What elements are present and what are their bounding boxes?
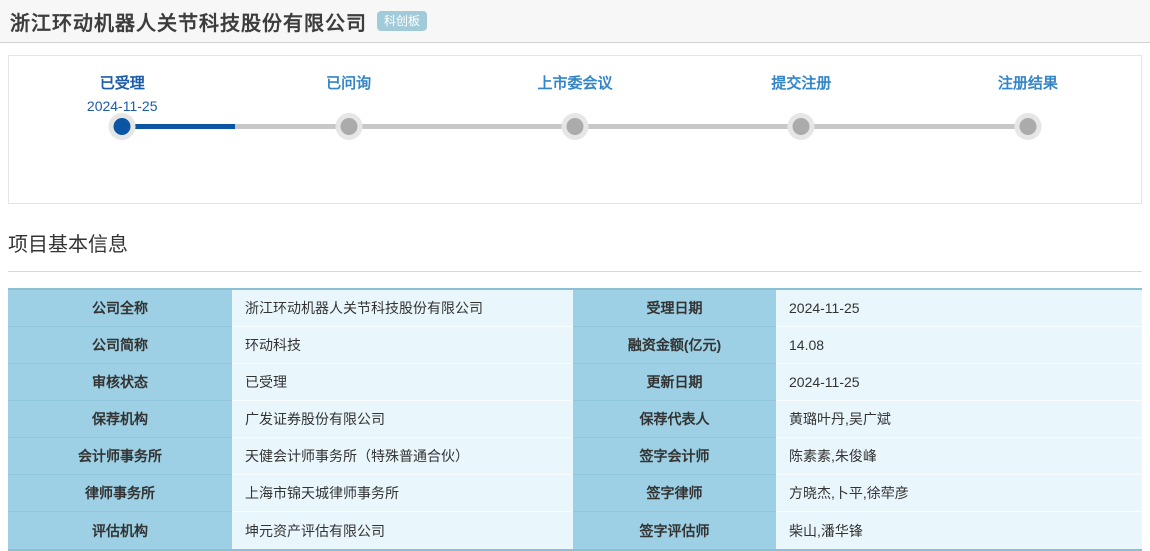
field-label: 融资金额(亿元)	[573, 327, 776, 364]
company-title: 浙江环动机器人关节科技股份有限公司	[10, 12, 367, 35]
info-row: 评估机构 坤元资产评估有限公司 签字评估师 柴山,潘华锋	[8, 512, 1142, 549]
step-listing-committee-label: 上市委会议	[537, 75, 613, 92]
step-dot-listing-committee	[566, 118, 584, 135]
header-band: 浙江环动机器人关节科技股份有限公司 科创板	[0, 0, 1150, 43]
field-label: 评估机构	[8, 512, 232, 549]
field-label: 签字评估师	[573, 512, 776, 549]
field-label: 律师事务所	[8, 475, 232, 512]
field-value: 浙江环动机器人关节科技股份有限公司	[232, 290, 573, 327]
step-inquiry-label: 已问询	[326, 75, 372, 92]
progress-fill	[122, 124, 236, 129]
field-value: 坤元资产评估有限公司	[232, 512, 573, 549]
step-dot-registration-result	[1019, 118, 1037, 135]
step-accepted-label: 已受理	[99, 75, 145, 92]
field-label: 更新日期	[573, 364, 776, 401]
field-label: 签字律师	[573, 475, 776, 512]
step-accepted: 已受理 2024-11-25	[9, 72, 235, 116]
step-registration-result-label: 注册结果	[997, 75, 1058, 92]
step-submit-registration-label: 提交注册	[771, 75, 832, 92]
step-dot-accepted	[113, 118, 131, 135]
field-value: 广发证券股份有限公司	[232, 401, 573, 438]
step-registration-result: 注册结果	[915, 72, 1141, 116]
info-row: 律师事务所 上海市锦天城律师事务所 签字律师 方晓杰,卜平,徐荦彦	[8, 475, 1142, 512]
info-row: 会计师事务所 天健会计师事务所（特殊普通合伙） 签字会计师 陈素素,朱俊峰	[8, 438, 1142, 475]
field-value: 已受理	[232, 364, 573, 401]
field-value: 上海市锦天城律师事务所	[232, 475, 573, 512]
project-info-table: 公司全称 浙江环动机器人关节科技股份有限公司 受理日期 2024-11-25 公…	[8, 288, 1142, 551]
field-value: 方晓杰,卜平,徐荦彦	[776, 475, 1142, 512]
step-listing-committee: 上市委会议	[462, 72, 688, 116]
field-label: 会计师事务所	[8, 438, 232, 475]
field-label: 保荐机构	[8, 401, 232, 438]
info-row: 公司全称 浙江环动机器人关节科技股份有限公司 受理日期 2024-11-25	[8, 290, 1142, 327]
field-value: 14.08	[776, 327, 1142, 364]
review-progress-stepper: 已受理 2024-11-25 已问询 上市委会议 提交注册 注册结果	[8, 55, 1142, 204]
field-value: 天健会计师事务所（特殊普通合伙）	[232, 438, 573, 475]
field-value: 2024-11-25	[776, 290, 1142, 327]
field-label: 签字会计师	[573, 438, 776, 475]
info-row: 公司简称 环动科技 融资金额(亿元) 14.08	[8, 327, 1142, 364]
info-row: 保荐机构 广发证券股份有限公司 保荐代表人 黄璐叶丹,吴广斌	[8, 401, 1142, 438]
board-badge: 科创板	[377, 11, 428, 31]
step-inquiry: 已问询	[235, 72, 461, 116]
field-value: 陈素素,朱俊峰	[776, 438, 1142, 475]
field-label: 公司简称	[8, 327, 232, 364]
field-label: 公司全称	[8, 290, 232, 327]
step-accepted-date: 2024-11-25	[86, 98, 158, 114]
field-label: 受理日期	[573, 290, 776, 327]
step-submit-registration: 提交注册	[688, 72, 914, 116]
field-value: 环动科技	[232, 327, 573, 364]
field-value: 黄璐叶丹,吴广斌	[776, 401, 1142, 438]
field-label: 审核状态	[8, 364, 232, 401]
field-label: 保荐代表人	[573, 401, 776, 438]
section-title: 项目基本信息	[8, 228, 1142, 272]
step-dot-submit-registration	[792, 118, 810, 135]
field-value: 柴山,潘华锋	[776, 512, 1142, 549]
step-labels-row: 已受理 2024-11-25 已问询 上市委会议 提交注册 注册结果	[9, 56, 1141, 116]
step-dot-inquiry	[340, 118, 358, 135]
field-value: 2024-11-25	[776, 364, 1142, 401]
info-row: 审核状态 已受理 更新日期 2024-11-25	[8, 364, 1142, 401]
